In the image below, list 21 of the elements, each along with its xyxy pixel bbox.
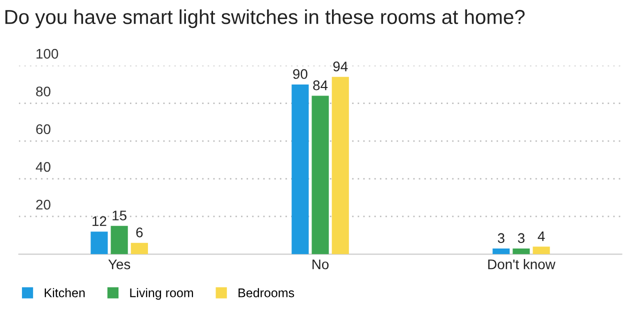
x-tick-label: Yes bbox=[108, 260, 130, 270]
y-tick-label: 60 bbox=[36, 124, 50, 134]
y-tick-label: 80 bbox=[36, 86, 50, 96]
data-label: 84 bbox=[313, 80, 328, 90]
data-label: 12 bbox=[92, 216, 106, 226]
data-label: 90 bbox=[293, 69, 308, 79]
x-tick-label: No bbox=[312, 260, 329, 270]
data-label: 94 bbox=[333, 62, 348, 72]
data-label: 15 bbox=[112, 210, 126, 220]
legend-label: Living room bbox=[130, 288, 193, 300]
data-label: 3 bbox=[518, 233, 524, 244]
data-label: 4 bbox=[538, 231, 545, 241]
x-tick-label: Don't know bbox=[488, 259, 556, 270]
data-label: 3 bbox=[498, 233, 504, 244]
data-label: 6 bbox=[136, 228, 143, 238]
chart-title: Do you have smart light switches in these rooms at home? bbox=[5, 9, 525, 28]
legend-label: Kitchen bbox=[44, 288, 85, 298]
y-tick-label: 100 bbox=[36, 48, 58, 59]
y-tick-label: 40 bbox=[36, 162, 50, 172]
legend-label: Bedrooms bbox=[238, 288, 294, 298]
y-tick-label: 20 bbox=[36, 200, 50, 210]
